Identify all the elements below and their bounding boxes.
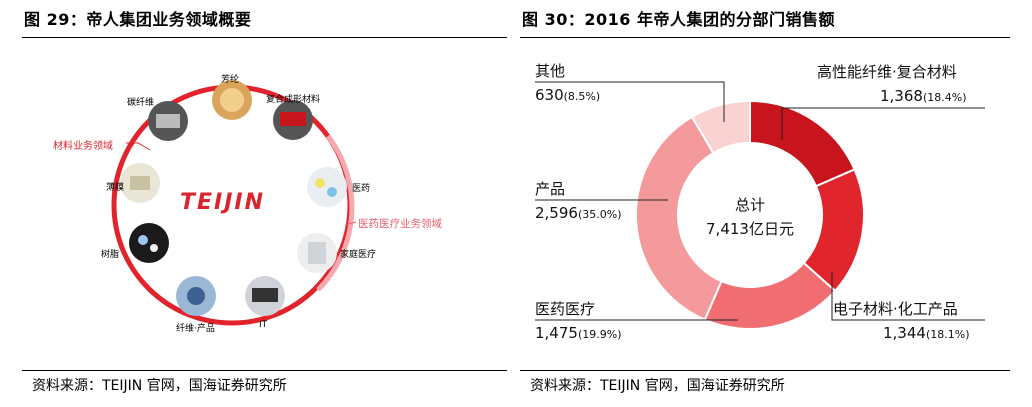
node-label-composite: 复合成形材料	[266, 95, 321, 105]
node-aramid-image	[212, 80, 252, 120]
materials-domain-label: 材料业务领域	[53, 141, 113, 152]
left-source: 资料来源：TEIJIN 官网，国海证券研究所	[32, 378, 287, 394]
node-homecare-image	[297, 233, 337, 273]
healthcare-callout-line	[344, 221, 357, 226]
label-name-fiber-composite: 高性能纤维·复合材料	[817, 63, 957, 81]
node-label-resin: 树脂	[101, 250, 120, 260]
node-composite-image	[273, 100, 313, 140]
node-medicine-image	[307, 167, 347, 207]
label-value-healthcare: 1,475(19.9%)	[535, 324, 622, 342]
node-label-fiber: 纤维·产品	[176, 324, 215, 334]
node-label-homecare: 家庭医疗	[340, 250, 377, 260]
label-value-fiber-composite: 1,368(18.4%)	[880, 87, 967, 105]
ring-pink-arc	[316, 134, 355, 292]
slice-fiber-composite	[749, 99, 856, 188]
right-title-rule	[520, 37, 1010, 38]
donut-center-total-value: 7,413亿日元	[706, 220, 794, 238]
label-value-electronic: 1,344(18.1%)	[883, 324, 970, 342]
right-panel-title: 图 30：2016 年帝人集团的分部门销售额	[522, 10, 835, 29]
label-name-other: 其他	[535, 62, 566, 80]
left-bottom-rule	[22, 370, 507, 371]
right-bottom-rule	[520, 370, 1010, 371]
node-label-it: IT	[259, 320, 268, 330]
logo-teijin: TEIJIN	[180, 190, 266, 215]
label-value-other: 630(8.5%)	[535, 86, 601, 104]
node-it-image	[245, 276, 285, 316]
node-resin-image	[129, 223, 169, 263]
slice-other	[690, 99, 751, 155]
label-name-electronic: 电子材料·化工产品	[833, 300, 958, 318]
label-name-products: 产品	[535, 180, 566, 198]
node-film-image	[120, 163, 160, 203]
node-carbon-image	[148, 101, 188, 141]
donut-center-total-label: 总计	[734, 196, 765, 214]
node-label-carbon: 碳纤维	[127, 98, 155, 108]
node-label-medicine: 医药	[352, 184, 371, 194]
materials-callout-line	[126, 142, 151, 151]
leader-other	[535, 81, 725, 122]
node-label-film: 薄膜	[106, 183, 125, 193]
label-value-products: 2,596(35.0%)	[535, 204, 622, 222]
healthcare-domain-label: 医药医疗业务领域	[358, 218, 442, 230]
leader-electronic	[831, 272, 985, 321]
left-title-rule	[22, 37, 507, 38]
left-panel-title: 图 29：帝人集团业务领域概要	[24, 10, 252, 29]
slice-products	[635, 115, 723, 321]
label-name-healthcare: 医药医疗	[535, 300, 596, 318]
node-fiber-image	[176, 276, 216, 316]
leader-fiber-composite	[781, 107, 985, 140]
node-label-aramid: 芳纶	[221, 75, 240, 85]
right-source: 资料来源：TEIJIN 官网，国海证券研究所	[530, 378, 785, 394]
slice-healthcare	[703, 261, 837, 330]
